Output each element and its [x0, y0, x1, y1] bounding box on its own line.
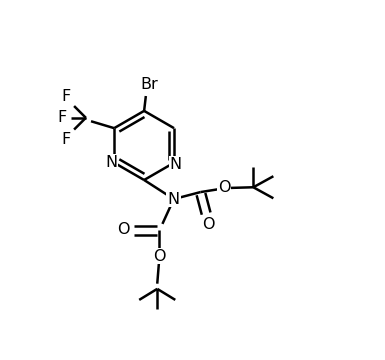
- Text: O: O: [153, 248, 165, 264]
- Text: O: O: [117, 222, 129, 237]
- Text: N: N: [170, 157, 182, 172]
- Text: F: F: [57, 110, 66, 125]
- Text: Br: Br: [141, 77, 158, 93]
- Text: F: F: [62, 132, 71, 147]
- Text: N: N: [167, 192, 179, 207]
- Text: O: O: [202, 217, 215, 232]
- Text: F: F: [62, 89, 71, 104]
- Text: O: O: [218, 180, 230, 195]
- Text: N: N: [105, 154, 117, 170]
